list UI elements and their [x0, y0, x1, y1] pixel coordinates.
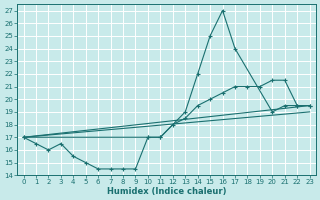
X-axis label: Humidex (Indice chaleur): Humidex (Indice chaleur): [107, 187, 226, 196]
